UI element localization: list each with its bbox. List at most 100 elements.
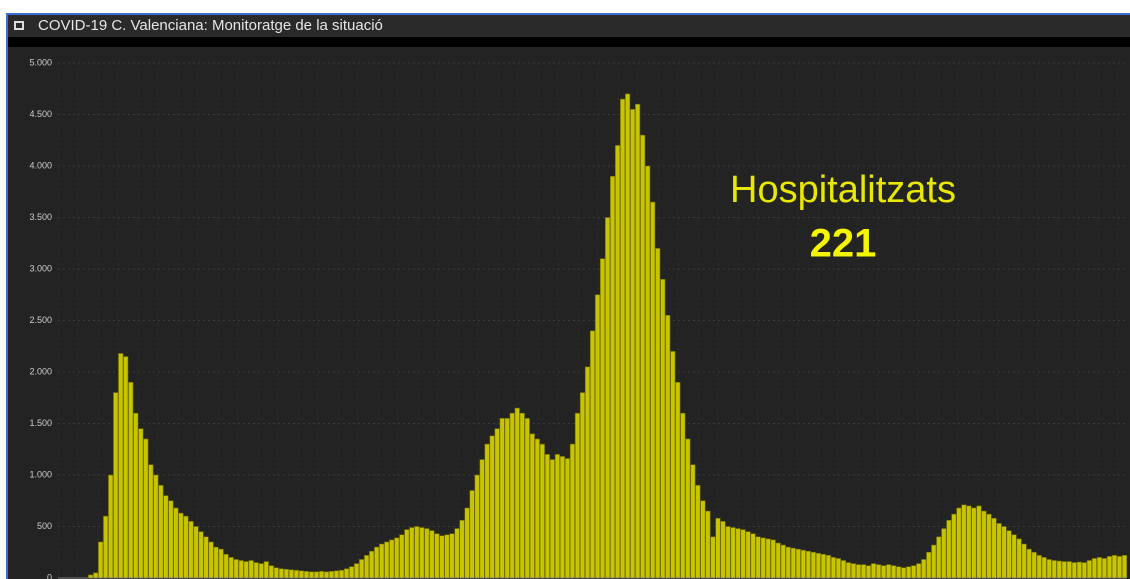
bar — [464, 507, 470, 579]
bar — [574, 412, 581, 579]
bar — [554, 454, 560, 579]
y-tick-label: 3.000 — [29, 263, 52, 273]
bar — [489, 435, 495, 579]
bar — [544, 454, 550, 579]
bar — [323, 571, 330, 579]
bar — [645, 165, 651, 579]
bar — [815, 552, 821, 579]
bar — [539, 443, 545, 579]
y-tick-label: 2.000 — [29, 366, 52, 376]
bar — [936, 536, 942, 579]
bar — [439, 535, 445, 579]
bar — [810, 551, 816, 579]
bar — [1046, 559, 1052, 579]
bar — [1096, 557, 1102, 579]
bar — [138, 428, 144, 579]
bar — [921, 559, 927, 579]
bar — [238, 560, 244, 579]
bar — [504, 418, 510, 579]
bar — [840, 560, 846, 579]
indicator-value: 221 — [810, 222, 877, 266]
bar — [163, 495, 169, 579]
bar — [1076, 561, 1082, 579]
bar — [148, 464, 154, 579]
bar — [228, 557, 234, 579]
bar — [971, 507, 977, 579]
bar — [1001, 526, 1007, 579]
bar — [760, 537, 766, 579]
bar — [730, 527, 736, 579]
bar — [735, 528, 741, 579]
bar — [333, 570, 340, 579]
bar — [133, 412, 139, 579]
bar — [273, 567, 279, 579]
bar — [178, 512, 184, 579]
bar — [564, 458, 570, 579]
bar — [865, 565, 872, 579]
y-tick-label: 5.000 — [29, 57, 52, 67]
bar — [354, 563, 360, 579]
bar — [911, 565, 917, 579]
bar — [906, 566, 912, 579]
bar — [359, 559, 365, 579]
bar — [881, 565, 887, 579]
bar — [1061, 561, 1067, 579]
y-tick-label: 0 — [47, 572, 52, 579]
bar — [108, 474, 114, 579]
bar — [123, 356, 129, 579]
bar — [414, 526, 420, 579]
bar — [680, 412, 686, 579]
bar — [203, 536, 209, 579]
bar — [153, 474, 159, 579]
bar — [283, 568, 289, 579]
y-tick-label: 4.000 — [29, 160, 52, 170]
bar — [785, 546, 791, 579]
bar — [158, 484, 164, 579]
bar — [313, 571, 320, 579]
bar — [1086, 560, 1092, 579]
bar — [886, 564, 892, 579]
bar — [1051, 560, 1057, 579]
bar — [519, 412, 525, 579]
bar — [1021, 543, 1027, 579]
bar — [931, 544, 937, 579]
bar — [534, 438, 540, 579]
bar — [790, 547, 796, 579]
bar — [981, 510, 987, 579]
icon[interactable] — [14, 21, 24, 30]
y-tick-label: 3.500 — [29, 212, 52, 222]
bar — [705, 510, 711, 579]
bar — [780, 544, 786, 579]
bar — [1066, 561, 1072, 579]
bar — [850, 563, 857, 579]
bar — [183, 515, 189, 579]
bar — [610, 176, 616, 579]
bar — [303, 571, 309, 579]
bar — [494, 428, 500, 579]
bar — [208, 541, 214, 579]
bar — [369, 550, 375, 579]
bar — [479, 459, 485, 579]
bar — [344, 568, 350, 579]
bar — [765, 538, 771, 579]
bar — [419, 527, 425, 579]
bar — [258, 563, 264, 579]
bar — [263, 561, 269, 579]
bar — [615, 145, 621, 579]
bar — [961, 504, 967, 579]
bar — [339, 569, 345, 579]
y-tick-label: 2.500 — [29, 315, 52, 325]
bar — [98, 541, 104, 579]
bar — [1036, 555, 1042, 579]
bar — [660, 278, 666, 579]
bar — [318, 571, 325, 579]
bar — [1016, 538, 1022, 579]
bar — [374, 546, 380, 579]
bar — [1106, 556, 1112, 579]
bar — [143, 438, 149, 579]
bar — [830, 557, 836, 579]
bar — [650, 201, 656, 579]
bar — [328, 571, 335, 579]
bar — [168, 500, 174, 579]
bar — [599, 258, 606, 579]
